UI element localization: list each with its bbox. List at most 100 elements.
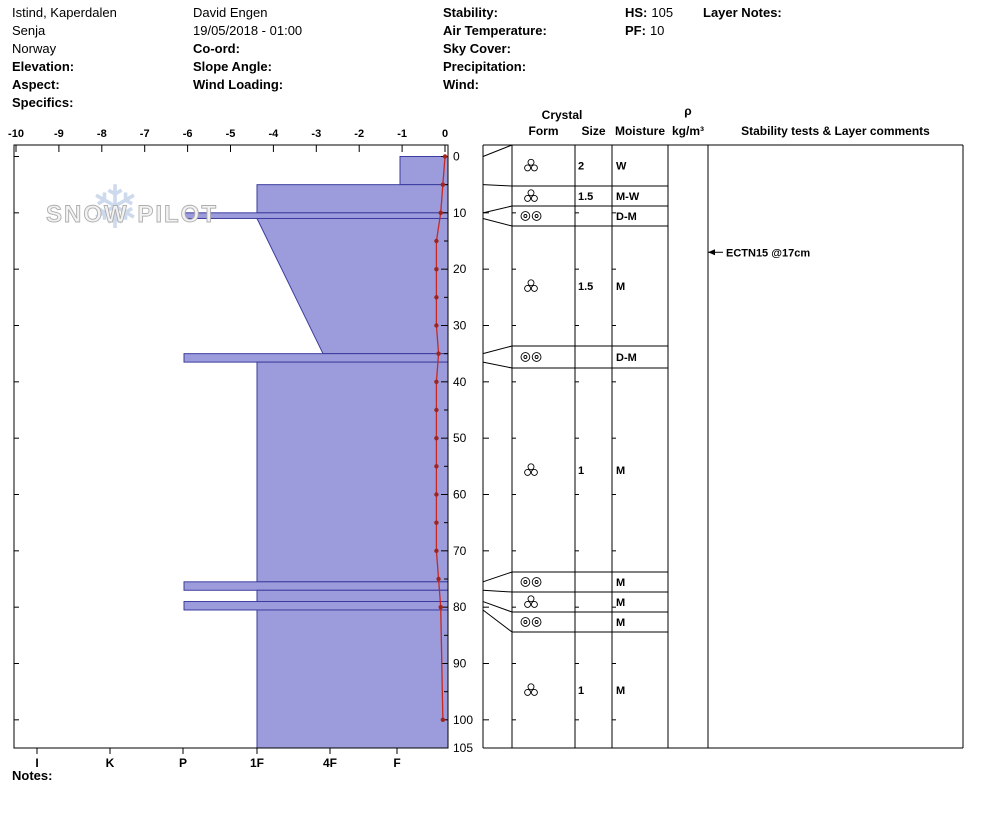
air-temperature-label: Air Temperature: (443, 23, 547, 38)
snow-layer-bar (256, 217, 449, 355)
temperature-point (438, 604, 443, 610)
notes-label: Notes: (12, 768, 53, 783)
crystal-form-icon (524, 468, 532, 476)
snow-layer-bar (256, 184, 449, 214)
crystal-form-icon (524, 164, 532, 172)
snow-layer-bar (183, 601, 449, 611)
layer-leader-line (482, 571, 513, 583)
temperature-point (434, 548, 439, 554)
hs-label: HS: (625, 5, 648, 20)
grain-size-value: 1 (578, 465, 584, 477)
temperature-point (434, 435, 439, 441)
layer-leader-line (482, 361, 513, 369)
temperature-point (434, 492, 439, 497)
crystal-form-icon (527, 189, 535, 197)
crystal-form-icon (524, 688, 532, 696)
location-country: Norway (12, 41, 57, 56)
crystal-form-icon (520, 211, 531, 221)
header-observer-block: David Engen 19/05/2018 - 01:00 Co-ord: S… (193, 4, 302, 94)
temp-axis-label: -5 (226, 128, 236, 140)
moisture-value: M (616, 685, 625, 697)
crystal-form-icon (523, 620, 528, 624)
hardness-axis-label: I (35, 756, 38, 770)
hardness-axis-label: K (106, 756, 115, 770)
layer-leader-line (482, 205, 513, 214)
depth-axis-label: 100 (453, 713, 473, 727)
temperature-point (440, 717, 446, 723)
density-unit-header: kg/m³ (671, 124, 704, 138)
hardness-axis-label: F (393, 756, 400, 770)
temperature-point (436, 351, 441, 356)
wind-label: Wind: (443, 77, 479, 92)
specifics-label: Specifics: (12, 95, 74, 110)
elevation-label: Elevation: (12, 59, 75, 74)
moisture-value: M (616, 617, 625, 629)
crystal-form-icon (520, 352, 531, 362)
hardness-axis-label: 1F (250, 756, 264, 770)
layer-leader-line (482, 184, 513, 187)
form-column-header: Form (528, 124, 559, 138)
temperature-point (434, 238, 439, 244)
temp-axis-label: 0 (442, 128, 448, 140)
layer-leader-line (482, 589, 513, 593)
moisture-value: M (616, 597, 625, 609)
hs-value: 105 (651, 5, 674, 20)
snow-layer-bar (399, 156, 449, 186)
temperature-point (434, 323, 439, 328)
hardness-axis-label: 4F (323, 756, 337, 770)
layer-leader-line (482, 609, 513, 633)
grain-size-value: 1.5 (578, 191, 593, 203)
crystal-form-icon (534, 355, 539, 359)
sky-cover-label: Sky Cover: (443, 41, 511, 56)
crystal-form-icon (523, 580, 528, 584)
temperature-point (434, 266, 439, 272)
temp-axis-label: -10 (8, 128, 24, 140)
header-weather-block: Stability: Air Temperature: Sky Cover: P… (443, 4, 547, 94)
crystal-form-icon (527, 683, 535, 691)
pf-line: PF: 10 (625, 22, 673, 40)
crystal-form-icon (524, 194, 532, 202)
stability-test-arrowhead (708, 249, 715, 256)
crystal-form-icon (527, 158, 535, 166)
crystal-form-icon (524, 284, 532, 292)
pf-label: PF: (625, 23, 646, 38)
temperature-point (434, 379, 439, 385)
crystal-form-icon (534, 214, 539, 218)
snowflake-icon: ❄ (90, 174, 140, 241)
layer-leader-line (482, 601, 513, 613)
observer-name: David Engen (193, 5, 268, 20)
crystal-form-icon (530, 164, 538, 172)
depth-axis-label: 80 (453, 600, 467, 614)
snow-layer-bar (256, 589, 449, 603)
depth-axis-label: 30 (453, 319, 467, 333)
grain-size-value: 2 (578, 161, 584, 173)
moisture-value: M-W (616, 191, 640, 203)
size-column-header: Size (581, 124, 606, 138)
moisture-column-header: Moisture (614, 124, 665, 138)
snow-layer-bar (183, 353, 449, 363)
depth-axis-label: 60 (453, 488, 467, 502)
temp-axis-label: -2 (354, 128, 364, 140)
pf-value: 10 (649, 23, 665, 38)
temperature-point (438, 210, 443, 216)
crystal-form-icon (534, 620, 539, 624)
crystal-form-icon (531, 577, 542, 587)
density-symbol-header: ρ (684, 104, 692, 118)
depth-axis-label: 70 (453, 544, 467, 558)
snow-layer-bar (183, 581, 449, 591)
location-region: Senja (12, 23, 46, 38)
stability-label: Stability: (443, 5, 498, 20)
crystal-form-icon (527, 463, 535, 471)
header-hs-pf-block: HS: 105 PF: 10 (625, 4, 673, 40)
temp-axis-label: -4 (269, 128, 280, 140)
moisture-value: M (616, 465, 625, 477)
layer-leader-line (482, 217, 513, 227)
hardness-axis-label: P (179, 756, 187, 770)
header-location-block: Istind, Kaperdalen Senja Norway Elevatio… (12, 4, 117, 112)
crystal-form-icon (527, 595, 535, 603)
crystal-form-icon (531, 352, 542, 362)
depth-axis-label: 20 (453, 262, 467, 276)
crystal-form-icon (523, 214, 528, 218)
temp-axis-label: -9 (54, 128, 64, 140)
layer-leader-line (482, 144, 513, 157)
